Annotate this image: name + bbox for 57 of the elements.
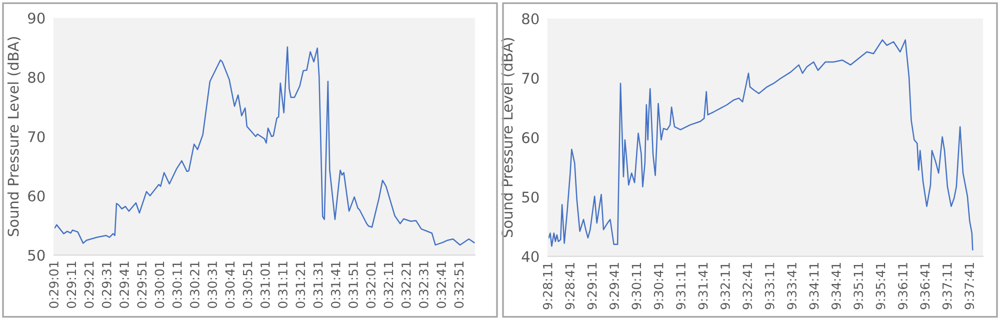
x-tick-label: 0:32:31 xyxy=(418,262,428,308)
x-tick-label: 0:30:11 xyxy=(172,262,182,308)
x-tick-label: 9:34:11 xyxy=(809,263,819,310)
x-tick-label: 0:29:41 xyxy=(120,262,129,308)
x-tick-label: 0:31:01 xyxy=(260,262,270,308)
x-tick-label: 9:29:41 xyxy=(609,263,619,310)
x-tick-label: 0:32:01 xyxy=(366,262,376,308)
x-tick-label: 0:31:51 xyxy=(348,262,358,308)
x-tick-label: 9:32:11 xyxy=(720,263,730,310)
x-tick-label: 0:29:01 xyxy=(49,262,59,308)
x-tick-label: 0:32:41 xyxy=(436,262,446,308)
y-tick-label: 50 xyxy=(522,192,539,203)
x-tick-label: 0:30:21 xyxy=(190,262,200,308)
x-tick-label: 0:30:31 xyxy=(208,262,218,308)
x-tick-label: 0:29:21 xyxy=(84,262,94,308)
y-tick-label: 70 xyxy=(28,131,45,142)
x-tick-label: 9:35:11 xyxy=(854,263,864,310)
line-series xyxy=(54,46,475,246)
x-tick-label: 0:30:01 xyxy=(154,262,164,308)
y-tick-label: 60 xyxy=(522,132,539,144)
x-tick-label: 0:32:51 xyxy=(454,262,464,308)
x-tick-label: 0:29:31 xyxy=(102,262,112,308)
y-tick-label: 90 xyxy=(28,12,45,24)
y-tick-label: 40 xyxy=(522,251,539,262)
x-tick-label: 0:31:41 xyxy=(330,262,340,308)
x-tick-label: 9:30:11 xyxy=(632,263,642,310)
x-tick-label: 9:29:11 xyxy=(587,263,597,310)
y-tick-label: 50 xyxy=(28,250,45,261)
x-tick-label: 0:31:31 xyxy=(313,262,323,308)
x-tick-label: 9:30:41 xyxy=(654,263,664,310)
x-tick-label: 9:33:11 xyxy=(764,263,774,310)
x-tick-label: 9:31:11 xyxy=(676,263,686,310)
x-tick-label: 9:33:41 xyxy=(787,263,797,310)
x-tick-label: 0:32:11 xyxy=(384,262,394,308)
y-tick-label: 60 xyxy=(28,190,45,202)
x-tick-label: 9:35:41 xyxy=(876,263,886,310)
y-tick-label: 70 xyxy=(522,72,539,84)
x-tick-label: 0:30:51 xyxy=(242,262,252,308)
x-tick-label: 0:31:11 xyxy=(278,262,288,308)
x-tick-label: 0:31:21 xyxy=(296,262,306,308)
line-series xyxy=(548,39,974,250)
x-tick-label: 0:29:11 xyxy=(66,262,76,308)
x-tick-label: 0:30:41 xyxy=(225,262,235,308)
x-tick-label: 9:37:11 xyxy=(942,263,952,310)
x-tick-label: 9:36:11 xyxy=(898,263,908,310)
x-tick-label: 9:31:41 xyxy=(698,263,708,310)
y-axis-title: Sound Pressure Level (dBA) xyxy=(7,37,20,236)
x-tick-label: 0:29:51 xyxy=(137,262,147,308)
y-tick-label: 80 xyxy=(522,13,539,24)
x-tick-label: 9:36:41 xyxy=(920,263,930,310)
x-tick-label: 9:32:41 xyxy=(742,263,752,310)
x-tick-label: 0:32:21 xyxy=(401,262,411,308)
x-tick-label: 9:28:11 xyxy=(542,263,552,310)
x-tick-label: 9:34:41 xyxy=(831,263,841,310)
x-tick-label: 9:37:41 xyxy=(964,263,974,310)
y-tick-label: 80 xyxy=(28,72,45,83)
x-tick-label: 9:28:41 xyxy=(565,263,575,310)
